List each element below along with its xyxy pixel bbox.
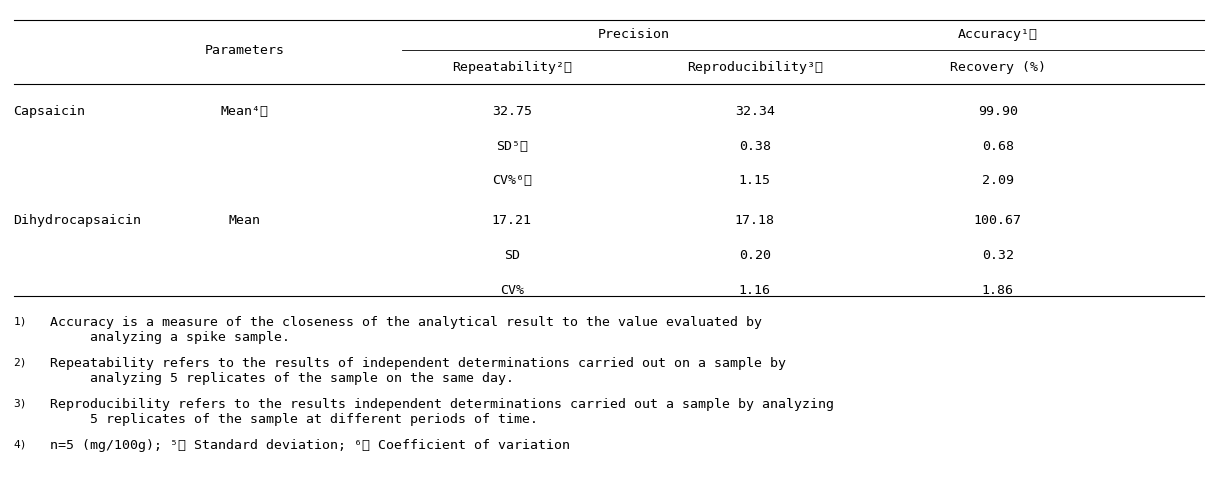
Text: Precision: Precision xyxy=(597,29,670,41)
Text: 1.86: 1.86 xyxy=(982,283,1013,296)
Text: 1.16: 1.16 xyxy=(739,283,771,296)
Text: 0.32: 0.32 xyxy=(982,248,1013,261)
Text: 0.68: 0.68 xyxy=(982,139,1013,152)
Text: Repeatability²⧏: Repeatability²⧏ xyxy=(452,61,571,74)
Text: 100.67: 100.67 xyxy=(974,214,1022,227)
Text: Dihydrocapsaicin: Dihydrocapsaicin xyxy=(13,214,141,227)
Text: 17.21: 17.21 xyxy=(492,214,532,227)
Text: 4): 4) xyxy=(13,439,27,448)
Text: Recovery (%): Recovery (%) xyxy=(950,61,1046,74)
Text: SD: SD xyxy=(504,248,520,261)
Text: 2.09: 2.09 xyxy=(982,174,1013,187)
Text: SD⁵⧏: SD⁵⧏ xyxy=(496,139,527,152)
Text: Mean: Mean xyxy=(229,214,261,227)
Text: Repeatability refers to the results of independent determinations carried out on: Repeatability refers to the results of i… xyxy=(50,357,786,385)
Text: CV%⁶⧏: CV%⁶⧏ xyxy=(492,174,532,187)
Text: Reproducibility refers to the results independent determinations carried out a s: Reproducibility refers to the results in… xyxy=(50,397,834,425)
Text: 1.15: 1.15 xyxy=(739,174,771,187)
Text: 32.34: 32.34 xyxy=(734,105,775,118)
Text: 3): 3) xyxy=(13,397,27,408)
Text: Accuracy¹⧏: Accuracy¹⧏ xyxy=(957,29,1038,41)
Text: 0.20: 0.20 xyxy=(739,248,771,261)
Text: 0.38: 0.38 xyxy=(739,139,771,152)
Text: 1): 1) xyxy=(13,316,27,326)
Text: n=5 (mg/100g); ⁵⧏ Standard deviation; ⁶⧏ Coefficient of variation: n=5 (mg/100g); ⁵⧏ Standard deviation; ⁶⧏… xyxy=(50,439,570,452)
Text: Capsaicin: Capsaicin xyxy=(13,105,85,118)
Text: Reproducibility³⧏: Reproducibility³⧏ xyxy=(687,61,823,74)
Text: 2): 2) xyxy=(13,357,27,366)
Text: CV%: CV% xyxy=(499,283,524,296)
Text: Accuracy is a measure of the closeness of the analytical result to the value eva: Accuracy is a measure of the closeness o… xyxy=(50,316,762,344)
Text: Mean⁴⧏: Mean⁴⧏ xyxy=(220,105,268,118)
Text: 17.18: 17.18 xyxy=(734,214,775,227)
Text: 99.90: 99.90 xyxy=(978,105,1018,118)
Text: 32.75: 32.75 xyxy=(492,105,532,118)
Text: Parameters: Parameters xyxy=(205,44,285,57)
